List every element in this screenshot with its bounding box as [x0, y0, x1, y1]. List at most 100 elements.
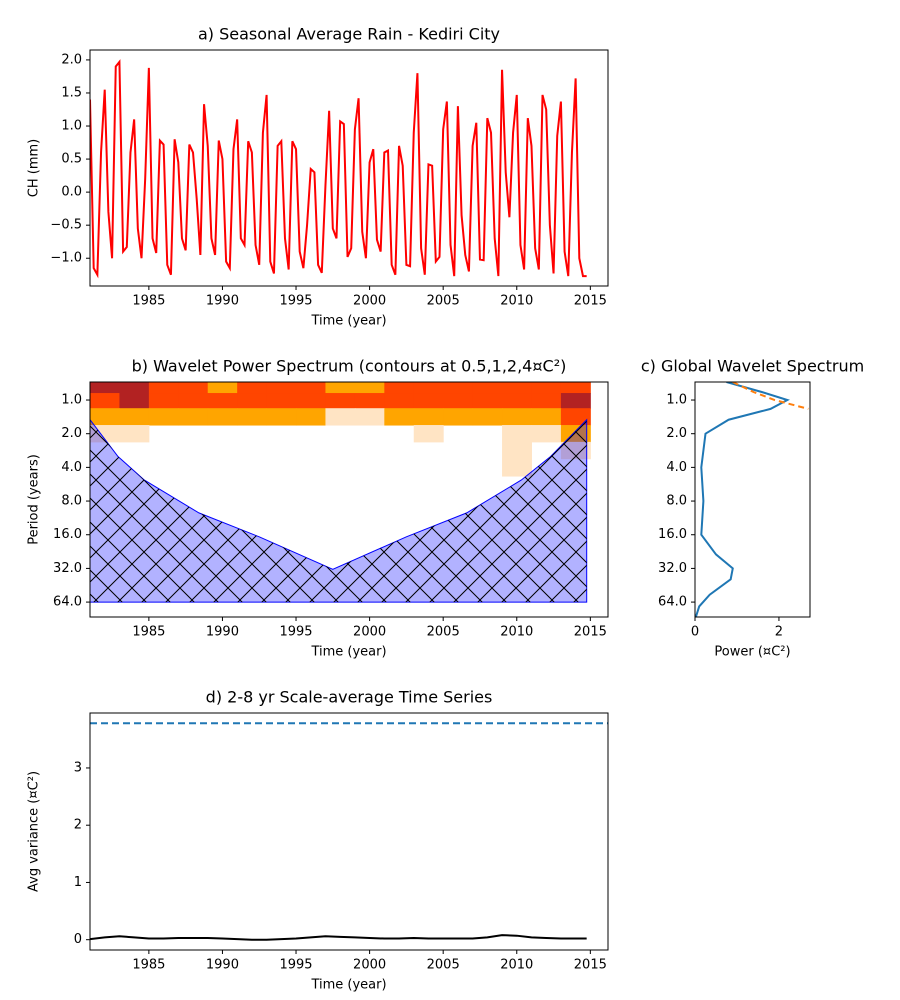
x-tick-label: 2000 — [353, 294, 386, 309]
y-tick-label: 0.5 — [61, 152, 82, 167]
power-cell — [266, 382, 297, 394]
y-tick-label: 0.0 — [61, 185, 82, 200]
y-tick-label: −0.5 — [50, 218, 82, 233]
y-tick-label: 4.0 — [61, 460, 82, 475]
power-cell — [502, 425, 532, 443]
power-cell — [90, 382, 120, 394]
power-cell — [560, 408, 591, 426]
y-tick-label: 1.0 — [61, 119, 82, 134]
x-tick-label: 2015 — [574, 958, 607, 973]
x-axis-label: Time (year) — [310, 645, 386, 660]
power-cell — [207, 408, 238, 426]
x-tick-label: 2005 — [427, 625, 460, 640]
axes-frame — [89, 712, 609, 951]
plot-area — [695, 382, 809, 617]
axes-frame — [89, 49, 609, 287]
spectrum-line — [732, 382, 809, 410]
y-tick-label: 1.0 — [666, 393, 687, 408]
power-cell — [178, 382, 209, 394]
power-cell — [266, 408, 297, 426]
x-tick-label: 2015 — [574, 294, 607, 309]
power-cell — [472, 393, 503, 409]
y-tick-label: 64.0 — [53, 595, 82, 610]
y-tick-label: 64.0 — [658, 595, 687, 610]
axes-frame — [89, 381, 609, 618]
power-cell — [178, 408, 209, 426]
x-tick-label: 1995 — [279, 958, 312, 973]
power-cell — [472, 408, 503, 426]
x-tick-label: 1990 — [206, 625, 239, 640]
power-cell — [354, 408, 385, 426]
power-cell — [502, 393, 532, 409]
chart-title: d) 2-8 yr Scale-average Time Series — [206, 688, 493, 707]
x-tick-label: 2015 — [574, 625, 607, 640]
x-tick-label: 1995 — [279, 294, 312, 309]
coi-hatch — [90, 419, 587, 603]
y-tick-label: −1.0 — [50, 251, 82, 266]
power-cell — [413, 382, 444, 394]
power-cell — [560, 382, 591, 394]
y-tick-label: 1 — [74, 875, 82, 890]
power-cell — [502, 458, 532, 477]
plot-area — [90, 59, 587, 279]
x-tick-label: 2005 — [427, 958, 460, 973]
x-tick-label: 1985 — [132, 625, 165, 640]
y-tick-label: 4.0 — [666, 460, 687, 475]
power-cell — [178, 393, 209, 409]
y-tick-label: 2.0 — [666, 426, 687, 441]
y-tick-label: 1.0 — [61, 393, 82, 408]
power-cell — [296, 382, 326, 394]
power-cell — [148, 382, 179, 394]
y-tick-label: 16.0 — [658, 527, 687, 542]
y-tick-label: 16.0 — [53, 527, 82, 542]
y-tick-label: 1.5 — [61, 85, 82, 100]
power-cell — [266, 393, 297, 409]
y-tick-label: 8.0 — [666, 494, 687, 509]
power-cell — [384, 408, 415, 426]
power-cell — [443, 408, 474, 426]
x-tick-label: 1990 — [206, 294, 239, 309]
power-cell — [531, 408, 562, 426]
power-cell — [531, 425, 562, 443]
x-tick-label: 1990 — [206, 958, 239, 973]
power-cell — [354, 382, 385, 394]
y-axis-label: Period (years) — [27, 454, 42, 545]
x-tick-label: 0 — [691, 625, 699, 640]
x-tick-label: 1995 — [279, 625, 312, 640]
power-cell — [90, 393, 120, 409]
power-cell — [502, 441, 532, 460]
plot-area — [90, 722, 608, 941]
x-axis-label: Power (¤C²) — [714, 645, 790, 660]
x-tick-label: 2000 — [353, 958, 386, 973]
y-tick-label: 3 — [74, 760, 82, 775]
x-tick-label: 2000 — [353, 625, 386, 640]
power-cell — [90, 408, 120, 426]
axes-frame — [694, 381, 811, 618]
power-cell — [207, 382, 238, 394]
x-tick-label: 1985 — [132, 294, 165, 309]
x-tick-label: 2010 — [500, 294, 533, 309]
y-axis-label: Avg variance (¤C²) — [27, 771, 42, 892]
power-cell — [207, 393, 238, 409]
power-cell — [413, 393, 444, 409]
power-cell — [502, 408, 532, 426]
y-tick-label: 32.0 — [658, 561, 687, 576]
data-line — [90, 934, 587, 941]
power-cell — [119, 393, 150, 409]
power-cell — [119, 425, 150, 443]
power-cell — [443, 393, 474, 409]
y-tick-label: 2.0 — [61, 52, 82, 67]
plot-area — [90, 382, 591, 603]
x-tick-label: 2010 — [500, 625, 533, 640]
power-cell — [296, 408, 326, 426]
power-cell — [119, 408, 150, 426]
x-tick-label: 1985 — [132, 958, 165, 973]
power-cell — [325, 408, 356, 426]
power-cell — [502, 382, 532, 394]
x-axis-label: Time (year) — [310, 978, 386, 993]
chart-title: c) Global Wavelet Spectrum — [641, 357, 864, 376]
power-cell — [237, 393, 268, 409]
power-cell — [325, 382, 356, 394]
x-tick-label: 2005 — [427, 294, 460, 309]
